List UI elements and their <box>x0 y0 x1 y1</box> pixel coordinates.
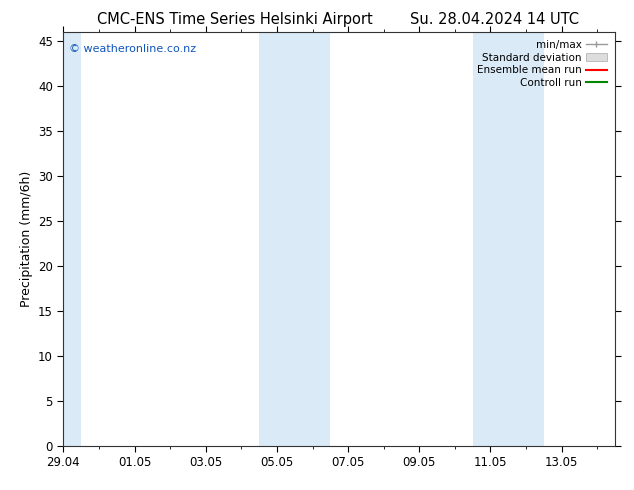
Bar <box>259 32 330 446</box>
Text: © weatheronline.co.nz: © weatheronline.co.nz <box>69 44 196 54</box>
Y-axis label: Precipitation (mm/6h): Precipitation (mm/6h) <box>20 171 32 307</box>
Text: CMC-ENS Time Series Helsinki Airport: CMC-ENS Time Series Helsinki Airport <box>97 12 372 27</box>
Legend: min/max, Standard deviation, Ensemble mean run, Controll run: min/max, Standard deviation, Ensemble me… <box>474 37 610 91</box>
Bar <box>60 32 81 446</box>
Bar <box>472 32 544 446</box>
Text: Su. 28.04.2024 14 UTC: Su. 28.04.2024 14 UTC <box>410 12 579 27</box>
